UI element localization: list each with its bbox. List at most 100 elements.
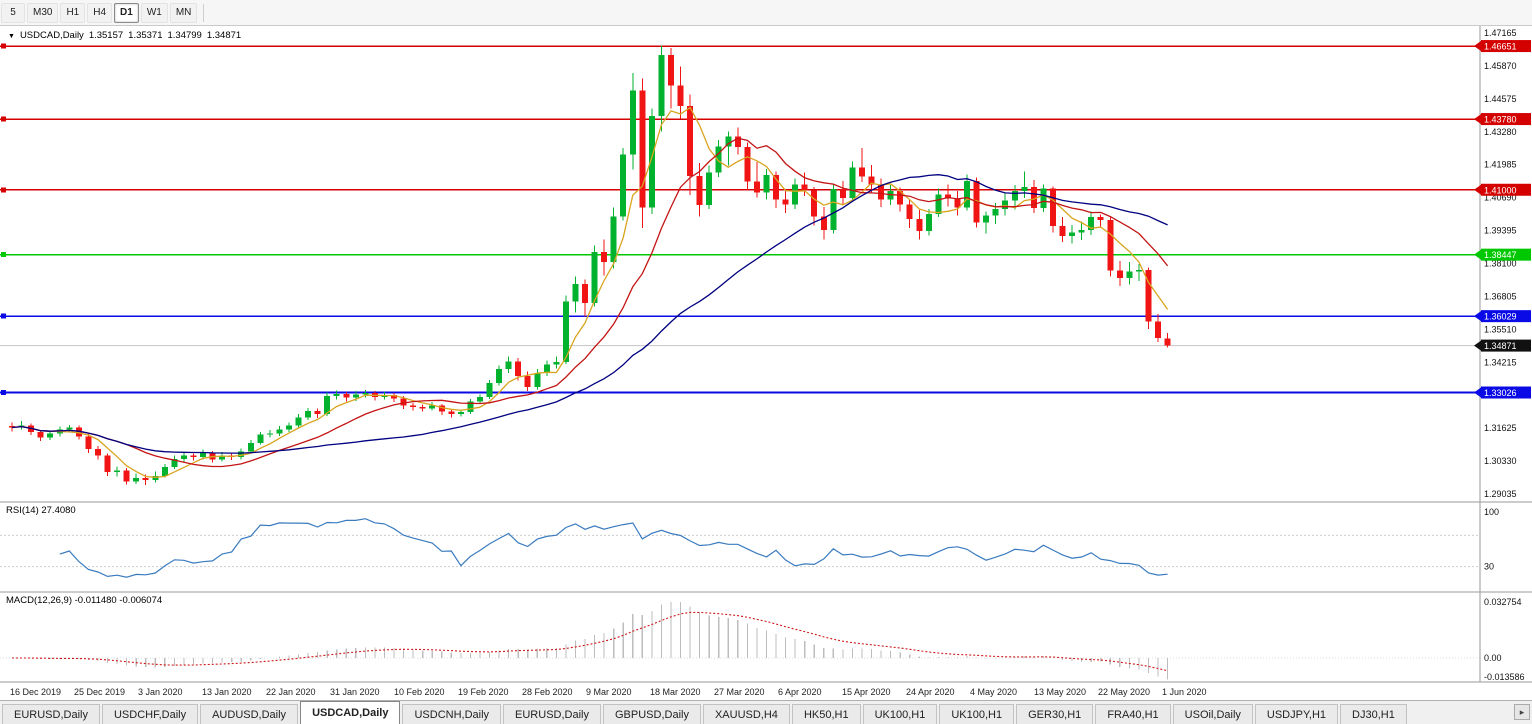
ma-34-line	[11, 174, 1168, 454]
price-axis[interactable]: 1.47165 1.45870 1.44575 1.43280 1.41985 1.406…	[1484, 28, 1525, 682]
chart-tab-usoil-daily[interactable]: USOil,Daily	[1172, 704, 1253, 724]
macd-signal-line	[12, 611, 1168, 672]
svg-text:1.43780: 1.43780	[1484, 115, 1517, 125]
timeframe-button-m30[interactable]: M30	[27, 2, 59, 23]
svg-text:1.38447: 1.38447	[1484, 250, 1517, 260]
level-price-badge: 1.33026	[1474, 386, 1531, 399]
timeframe-button-h4[interactable]: H4	[87, 2, 113, 23]
chart-tab-ger30-h1[interactable]: GER30,H1	[1016, 704, 1094, 724]
ma-13-line	[11, 137, 1169, 468]
chart-tab-bar: EURUSD,Daily USDCHF,Daily AUDUSD,Daily USDC…	[0, 700, 1532, 724]
timeframe-button-mn[interactable]: MN	[169, 2, 198, 23]
svg-text:1.33026: 1.33026	[1484, 388, 1517, 398]
chart-tab-eurusd-daily[interactable]: EURUSD,Daily	[503, 704, 601, 724]
chart-tab-uk100-h1[interactable]: UK100,H1	[862, 704, 938, 724]
svg-text:22 Jan 2020: 22 Jan 2020	[266, 687, 316, 697]
rsi-line	[59, 518, 1168, 578]
svg-text:1.45870: 1.45870	[1484, 61, 1517, 71]
svg-text:3 Jan 2020: 3 Jan 2020	[138, 687, 183, 697]
current-price-badge: 1.34871	[1474, 339, 1531, 352]
level-price-badge: 1.36029	[1474, 310, 1531, 323]
level-price-badge: 1.41000	[1474, 183, 1531, 196]
chart-ohlc-header: ▼ USDCAD,Daily 1.35157 1.35371 1.34799 1.3487…	[8, 30, 246, 41]
chart-tab-eurusd-daily[interactable]: EURUSD,Daily	[2, 704, 100, 724]
collapse-icon[interactable]: ▼	[8, 33, 15, 40]
chart-tab-usdchf-daily[interactable]: USDCHF,Daily	[101, 704, 199, 724]
svg-text:15 Apr 2020: 15 Apr 2020	[842, 687, 891, 697]
svg-text:1.29035: 1.29035	[1484, 489, 1517, 499]
svg-text:9 Mar 2020: 9 Mar 2020	[586, 687, 632, 697]
timeframe-toolbar: 5 M30 H1 H4 D1 W1 MN	[0, 0, 1532, 26]
svg-text:1.34215: 1.34215	[1484, 357, 1517, 367]
tab-scroll-right-button[interactable]: ▸	[1514, 704, 1530, 720]
svg-text:18 Mar 2020: 18 Mar 2020	[650, 687, 701, 697]
svg-text:28 Feb 2020: 28 Feb 2020	[522, 687, 573, 697]
svg-text:1.38100: 1.38100	[1484, 258, 1517, 268]
svg-text:22 May 2020: 22 May 2020	[1098, 687, 1150, 697]
chart-tab-uk100-h1[interactable]: UK100,H1	[939, 704, 1015, 724]
chart-tab-xauusd-h4[interactable]: XAUUSD,H4	[702, 704, 790, 724]
chart-tabs: EURUSD,Daily USDCHF,Daily AUDUSD,Daily USDC…	[2, 701, 1409, 724]
level-price-badge: 1.38447	[1474, 248, 1531, 261]
timeframe-button-5[interactable]: 5	[1, 2, 25, 23]
svg-text:100: 100	[1484, 507, 1499, 517]
chart-region[interactable]: 1.47165 1.45870 1.44575 1.43280 1.41985 1.406…	[0, 26, 1532, 700]
toolbar-divider	[203, 3, 205, 22]
svg-text:6 Apr 2020: 6 Apr 2020	[778, 687, 822, 697]
timeframe-button-w1[interactable]: W1	[140, 2, 168, 23]
chart-tab-fra40-h1[interactable]: FRA40,H1	[1095, 704, 1171, 724]
chart-symbol-label: USDCAD,Daily	[19, 30, 84, 41]
svg-text:1.36805: 1.36805	[1484, 291, 1517, 301]
time-axis[interactable]: 16 Dec 2019 25 Dec 2019 3 Jan 2020 13 Jan 2…	[10, 687, 1207, 697]
candles-layer[interactable]	[9, 45, 1171, 486]
svg-text:1.30330: 1.30330	[1484, 456, 1517, 466]
svg-text:1.36029: 1.36029	[1484, 312, 1517, 322]
chart-tab-audusd-daily[interactable]: AUDUSD,Daily	[200, 704, 299, 724]
svg-text:1.46651: 1.46651	[1484, 42, 1517, 52]
svg-text:30: 30	[1484, 562, 1494, 572]
svg-text:1.34871: 1.34871	[1484, 341, 1517, 351]
chart-tab-dj30-h1[interactable]: DJ30,H1	[1340, 704, 1407, 724]
svg-text:1.47165: 1.47165	[1484, 28, 1517, 38]
svg-text:1.41000: 1.41000	[1484, 185, 1517, 195]
svg-text:1.40690: 1.40690	[1484, 193, 1517, 203]
chart-canvas[interactable]: 1.47165 1.45870 1.44575 1.43280 1.41985 1.406…	[0, 26, 1532, 700]
rsi-indicator-label: RSI(14) 27.4080	[6, 505, 76, 516]
svg-text:25 Dec 2019: 25 Dec 2019	[74, 687, 125, 697]
svg-text:0.00: 0.00	[1484, 653, 1502, 663]
svg-text:0.032754: 0.032754	[1484, 597, 1522, 607]
macd-histogram	[20, 602, 1169, 680]
svg-text:13 Jan 2020: 13 Jan 2020	[202, 687, 252, 697]
timeframe-buttons: 5 M30 H1 H4 D1 W1 MN	[1, 2, 198, 23]
chart-tab-gbpusd-daily[interactable]: GBPUSD,Daily	[603, 704, 701, 724]
chart-tab-usdjpy-h1[interactable]: USDJPY,H1	[1254, 704, 1339, 724]
timeframe-button-h1[interactable]: H1	[60, 2, 86, 23]
svg-text:27 Mar 2020: 27 Mar 2020	[714, 687, 765, 697]
svg-text:31 Jan 2020: 31 Jan 2020	[330, 687, 380, 697]
svg-text:10 Feb 2020: 10 Feb 2020	[394, 687, 445, 697]
svg-text:1.44575: 1.44575	[1484, 94, 1517, 104]
horizontal-level-lines[interactable]	[0, 43, 1480, 396]
ohlc-open: 1.35157	[88, 30, 124, 41]
ma-5-line	[11, 106, 1169, 478]
chart-tab-usdcad-daily[interactable]: USDCAD,Daily	[300, 701, 401, 724]
macd-indicator-label: MACD(12,26,9) -0.011480 -0.006074	[6, 595, 163, 606]
svg-text:-0.013586: -0.013586	[1484, 672, 1525, 682]
svg-text:13 May 2020: 13 May 2020	[1034, 687, 1086, 697]
svg-text:1.39395: 1.39395	[1484, 226, 1517, 236]
timeframe-button-d1[interactable]: D1	[114, 2, 139, 23]
svg-text:1.43280: 1.43280	[1484, 127, 1517, 137]
svg-text:1.31625: 1.31625	[1484, 423, 1517, 433]
svg-text:1.35510: 1.35510	[1484, 324, 1517, 334]
chart-tab-hk50-h1[interactable]: HK50,H1	[791, 704, 861, 724]
svg-text:24 Apr 2020: 24 Apr 2020	[906, 687, 955, 697]
svg-text:1.41985: 1.41985	[1484, 160, 1517, 170]
svg-text:16 Dec 2019: 16 Dec 2019	[10, 687, 61, 697]
level-price-badge: 1.46651	[1474, 40, 1531, 53]
ohlc-close: 1.34871	[206, 30, 242, 41]
ohlc-low: 1.34799	[167, 30, 202, 41]
svg-text:19 Feb 2020: 19 Feb 2020	[458, 687, 509, 697]
level-price-badge: 1.43780	[1474, 113, 1531, 126]
chart-tab-usdcnh-daily[interactable]: USDCNH,Daily	[402, 704, 502, 724]
